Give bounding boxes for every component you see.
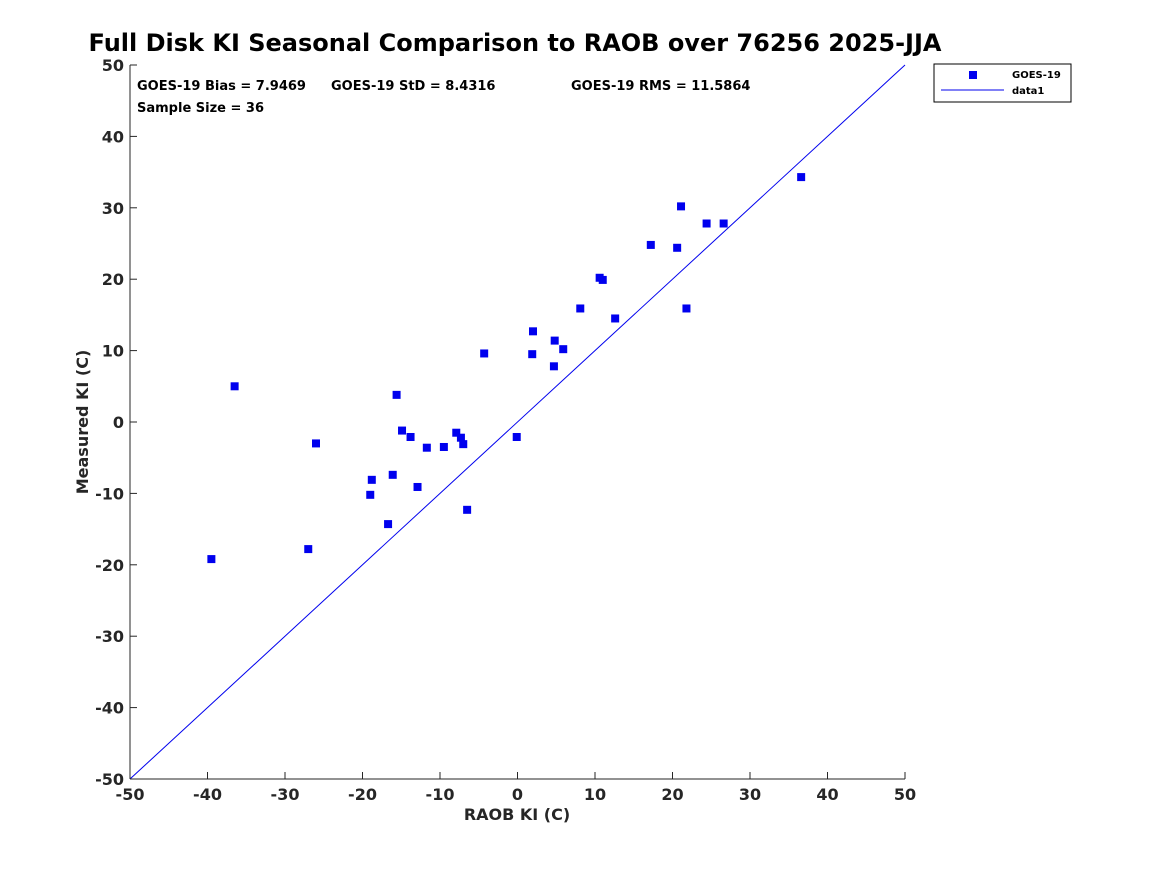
data-point — [304, 545, 313, 554]
y-tick-label: -40 — [95, 699, 124, 718]
y-tick-label: 50 — [102, 56, 124, 75]
x-tick-label: -50 — [116, 785, 145, 804]
data-point — [529, 327, 537, 336]
x-tick-label: 50 — [894, 785, 916, 804]
y-tick-label: -50 — [95, 770, 124, 789]
y-tick-label: -20 — [95, 556, 124, 575]
bias-stat: GOES-19 Bias = 7.9469 — [137, 79, 306, 94]
data-point — [797, 173, 806, 182]
data-point — [550, 336, 559, 345]
y-tick-label: 10 — [102, 342, 124, 361]
x-tick-label: 40 — [816, 785, 838, 804]
y-tick-label: 40 — [102, 127, 124, 146]
data-point — [512, 432, 521, 441]
data-points-layer — [207, 173, 806, 564]
y-tick-label: -10 — [95, 484, 124, 503]
data-point — [406, 432, 415, 441]
data-point — [576, 304, 585, 313]
data-point — [367, 475, 376, 484]
data-point — [388, 470, 397, 479]
data-point — [528, 350, 537, 359]
data-point — [459, 440, 468, 449]
rms-stat: GOES-19 RMS = 11.5864 — [571, 79, 750, 94]
data-point — [366, 490, 375, 499]
data-point — [611, 314, 620, 323]
legend-entry-goes-19: GOES-19 — [1012, 70, 1061, 81]
x-tick-label: 30 — [739, 785, 761, 804]
tick-layer: -50 -40 -30 -20 -10 0 10 20 30 40 50 -50 -40 -30 -20 -1… — [95, 56, 916, 804]
x-tick-label: 10 — [584, 785, 606, 804]
data-point — [646, 240, 655, 249]
y-tick-label: 20 — [102, 270, 124, 289]
data-point — [456, 433, 465, 442]
data-point — [480, 349, 489, 358]
legend: GOES-19 data1 — [933, 63, 1072, 103]
y-tick-label: -30 — [95, 627, 124, 646]
data-point — [598, 275, 607, 284]
x-tick-label: 0 — [512, 785, 523, 804]
data-point — [439, 442, 448, 451]
data-point — [673, 243, 682, 252]
data-point — [559, 345, 568, 354]
chart-title: Full Disk KI Seasonal Comparison to RAOB… — [89, 29, 942, 57]
legend-entry-data1: data1 — [1012, 86, 1044, 97]
y-tick-label: 30 — [102, 199, 124, 218]
data-point — [392, 390, 401, 399]
data-point — [384, 520, 393, 529]
x-tick-label: 20 — [661, 785, 683, 804]
x-axis-label: RAOB KI (C) — [464, 805, 570, 824]
data-point — [463, 505, 472, 514]
reference-line-data1 — [129, 64, 906, 780]
data-point — [677, 202, 686, 211]
y-axis-label: Measured KI (C) — [73, 350, 92, 495]
data-point — [230, 382, 239, 391]
data-point — [719, 219, 728, 228]
data-point — [398, 426, 407, 435]
data-point — [549, 362, 558, 371]
data-point — [682, 304, 691, 313]
std-stat: GOES-19 StD = 8.4316 — [331, 79, 495, 94]
x-tick-label: -10 — [426, 785, 455, 804]
data-point — [452, 428, 461, 437]
data-point — [312, 439, 320, 448]
data-point — [413, 482, 422, 491]
x-tick-label: -40 — [193, 785, 222, 804]
reference-line-layer — [129, 64, 906, 780]
sample-size-stat: Sample Size = 36 — [137, 101, 264, 116]
legend-marker-square — [969, 71, 977, 79]
x-tick-label: -30 — [271, 785, 300, 804]
data-point — [207, 555, 216, 564]
legend-box — [933, 63, 1072, 103]
data-point — [702, 219, 711, 228]
y-tick-label: 0 — [113, 413, 124, 432]
data-point — [422, 443, 431, 452]
x-tick-label: -20 — [348, 785, 377, 804]
